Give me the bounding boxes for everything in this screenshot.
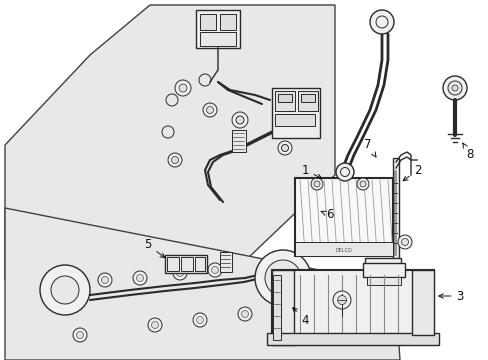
Circle shape — [447, 81, 461, 95]
Circle shape — [206, 107, 213, 113]
Bar — [301, 94, 314, 102]
Circle shape — [231, 112, 247, 128]
Bar — [362, 263, 404, 277]
Bar — [266, 333, 438, 345]
Circle shape — [335, 163, 353, 181]
Circle shape — [203, 103, 217, 117]
Bar — [272, 275, 281, 340]
Circle shape — [337, 296, 346, 305]
Polygon shape — [5, 208, 399, 360]
Circle shape — [332, 291, 350, 309]
Circle shape — [278, 141, 291, 155]
Text: 3: 3 — [438, 289, 463, 302]
Circle shape — [102, 276, 108, 284]
Circle shape — [313, 181, 319, 187]
Circle shape — [236, 116, 244, 124]
Polygon shape — [5, 5, 334, 280]
Bar — [200, 14, 216, 30]
Circle shape — [264, 260, 301, 296]
Text: DELCO: DELCO — [335, 248, 352, 252]
Bar — [274, 114, 314, 126]
Circle shape — [168, 153, 182, 167]
Circle shape — [359, 181, 365, 187]
Bar — [200, 32, 236, 46]
Bar — [164, 255, 206, 273]
Bar — [231, 130, 245, 152]
Circle shape — [238, 307, 251, 321]
Circle shape — [207, 263, 222, 277]
Circle shape — [442, 76, 466, 100]
Bar — [271, 270, 293, 345]
Bar — [278, 94, 291, 102]
Circle shape — [451, 85, 457, 91]
Bar — [181, 257, 193, 271]
Circle shape — [51, 276, 79, 304]
Circle shape — [356, 178, 368, 190]
Circle shape — [241, 310, 248, 318]
Text: 5: 5 — [144, 238, 164, 258]
Circle shape — [401, 238, 407, 246]
Text: 6: 6 — [320, 208, 333, 221]
Bar — [196, 10, 240, 48]
Circle shape — [136, 274, 143, 282]
Text: 8: 8 — [462, 143, 473, 162]
Bar — [195, 257, 204, 271]
Bar — [220, 14, 236, 30]
Bar — [411, 270, 433, 335]
Bar — [297, 91, 317, 111]
Circle shape — [274, 270, 290, 286]
Circle shape — [254, 250, 310, 306]
Circle shape — [171, 157, 178, 163]
Circle shape — [173, 266, 186, 280]
Circle shape — [211, 266, 218, 274]
Circle shape — [76, 332, 83, 338]
Circle shape — [397, 235, 411, 249]
Circle shape — [175, 80, 191, 96]
Circle shape — [179, 84, 186, 92]
Bar — [220, 252, 231, 272]
Text: 1: 1 — [301, 163, 321, 178]
Bar — [366, 277, 400, 285]
Text: 2: 2 — [402, 163, 421, 181]
Circle shape — [133, 271, 147, 285]
Circle shape — [98, 273, 112, 287]
Circle shape — [369, 10, 393, 34]
Bar — [364, 258, 400, 264]
Bar — [294, 178, 392, 256]
Text: 4: 4 — [292, 308, 308, 327]
Bar — [274, 91, 294, 111]
Circle shape — [148, 318, 162, 332]
Bar — [271, 88, 319, 138]
Bar — [294, 242, 392, 256]
Circle shape — [196, 316, 203, 324]
Circle shape — [176, 270, 183, 276]
Text: 7: 7 — [364, 139, 375, 157]
Circle shape — [193, 313, 206, 327]
Bar — [271, 270, 433, 345]
Circle shape — [310, 178, 323, 190]
Bar — [392, 158, 398, 266]
Circle shape — [151, 321, 158, 328]
Circle shape — [281, 144, 288, 152]
Bar — [167, 257, 179, 271]
Circle shape — [40, 265, 90, 315]
Circle shape — [73, 328, 87, 342]
